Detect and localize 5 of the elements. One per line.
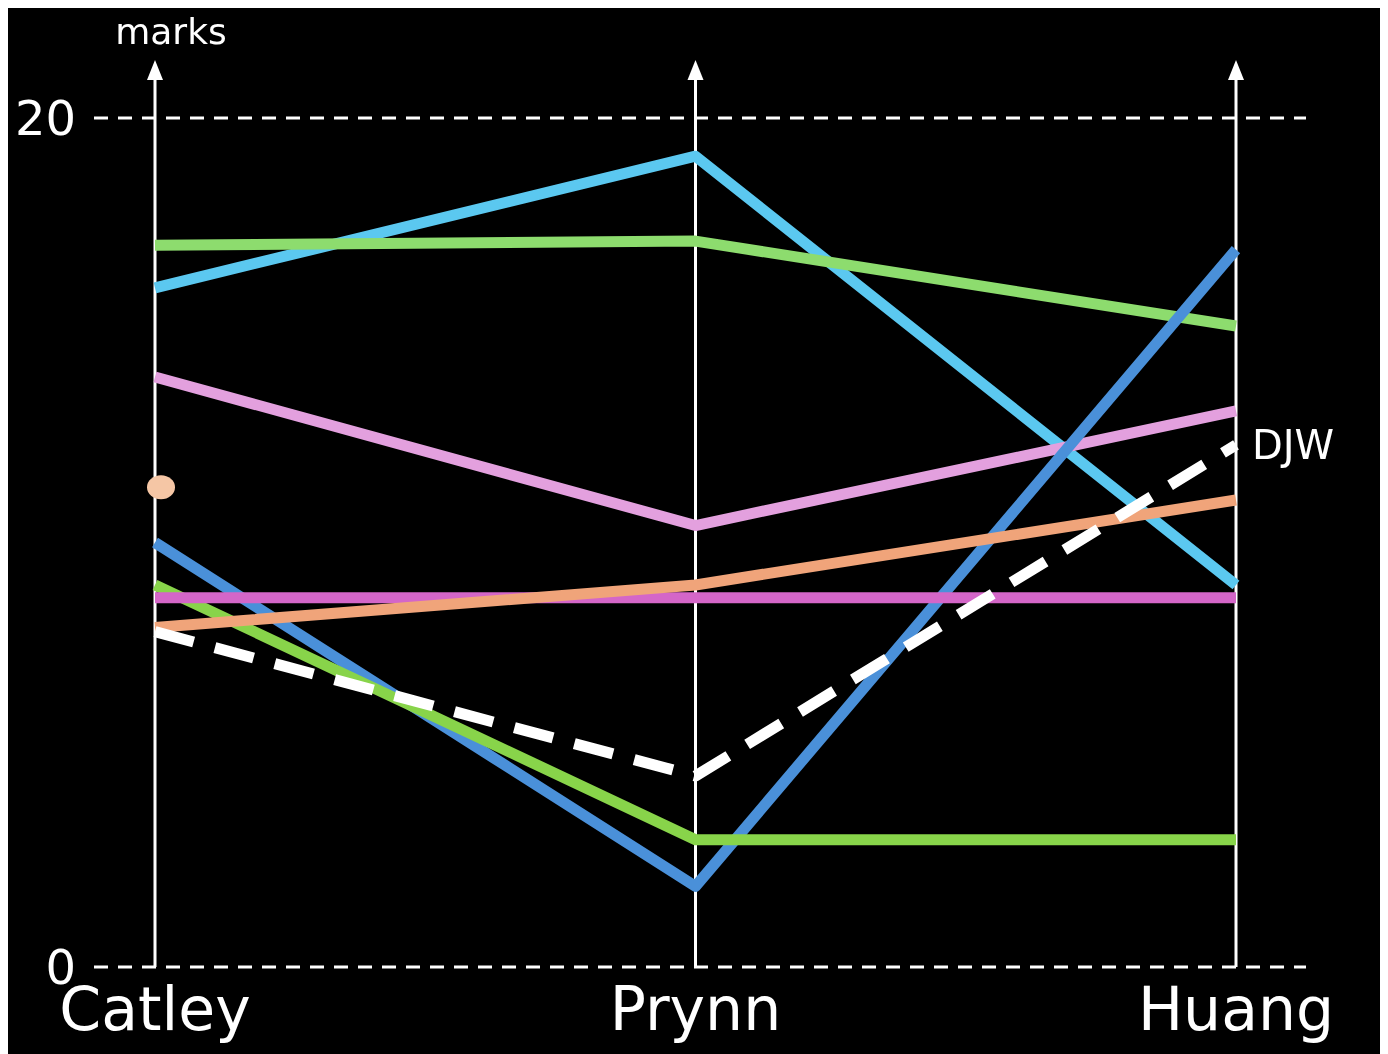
series-label: DJW	[1252, 421, 1335, 468]
y-tick-label: 20	[14, 90, 76, 147]
x-tick-label: Huang	[1137, 974, 1335, 1044]
y-axis-title: marks	[115, 11, 227, 52]
x-tick-label: Prynn	[609, 974, 782, 1044]
